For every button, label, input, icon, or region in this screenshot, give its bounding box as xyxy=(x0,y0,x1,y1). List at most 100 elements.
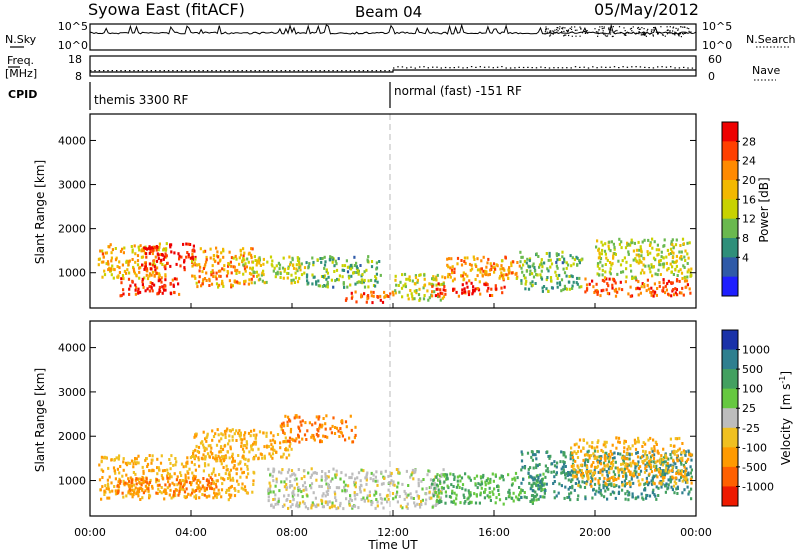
range-cell xyxy=(144,489,147,493)
range-cell xyxy=(528,259,531,263)
range-cell xyxy=(208,455,211,459)
range-cell xyxy=(659,469,662,473)
range-cell xyxy=(215,246,218,250)
range-cell xyxy=(155,245,158,248)
range-cell xyxy=(546,267,549,271)
nsearch-point xyxy=(553,31,555,33)
range-cell xyxy=(206,478,209,482)
range-cell xyxy=(143,276,146,280)
range-cell xyxy=(613,288,616,292)
nsearch-point xyxy=(557,30,559,32)
nave-point xyxy=(540,66,542,68)
range-cell xyxy=(258,261,261,265)
range-cell xyxy=(200,487,203,491)
range-cell xyxy=(612,277,615,281)
range-cell xyxy=(100,459,103,463)
range-cell xyxy=(212,470,215,474)
range-cell xyxy=(464,488,467,492)
range-cell xyxy=(688,287,691,291)
range-cell xyxy=(286,271,289,275)
range-cell xyxy=(285,486,288,490)
range-cell xyxy=(433,486,436,490)
range-cell xyxy=(205,436,208,440)
range-cell xyxy=(610,482,613,486)
range-cell xyxy=(289,484,292,488)
range-cell xyxy=(283,503,286,507)
range-cell xyxy=(576,477,579,481)
range-cell xyxy=(453,475,456,479)
range-cell xyxy=(455,497,458,501)
range-cell xyxy=(587,474,590,478)
range-cell xyxy=(132,471,135,474)
range-cell xyxy=(233,494,237,498)
range-cell xyxy=(277,502,280,506)
range-cell xyxy=(233,487,236,491)
range-cell xyxy=(231,438,234,442)
range-cell xyxy=(376,280,379,284)
range-cell xyxy=(627,250,630,254)
range-cell xyxy=(675,279,679,283)
range-cell xyxy=(667,267,670,270)
range-cell xyxy=(107,487,110,491)
range-cell xyxy=(642,497,645,501)
range-cell xyxy=(673,449,676,453)
nave-point xyxy=(592,66,594,68)
range-cell xyxy=(611,443,614,447)
range-cell xyxy=(368,494,371,498)
range-cell xyxy=(341,489,344,493)
range-cell xyxy=(217,269,221,273)
nsearch-point xyxy=(574,29,576,31)
range-cell xyxy=(670,485,673,489)
range-cell xyxy=(525,496,528,500)
range-cell xyxy=(239,253,243,257)
range-cell xyxy=(192,478,195,482)
range-cell xyxy=(289,419,292,423)
range-cell xyxy=(671,488,674,492)
nave-point xyxy=(237,70,239,72)
range-cell xyxy=(354,497,357,501)
range-cell xyxy=(255,270,258,274)
range-cell xyxy=(659,263,662,267)
range-cell xyxy=(112,466,116,470)
range-cell xyxy=(261,456,264,460)
range-cell xyxy=(135,492,138,496)
range-cell xyxy=(324,478,327,482)
range-cell xyxy=(550,286,554,290)
range-cell xyxy=(228,488,231,492)
nsearch-tick-top: 10^5 xyxy=(702,20,732,33)
nsearch-point xyxy=(641,34,643,36)
range-cell xyxy=(461,483,465,487)
range-cell xyxy=(415,291,418,295)
range-cell xyxy=(614,466,617,470)
range-cell xyxy=(278,267,281,271)
range-cell xyxy=(600,289,603,293)
range-cell xyxy=(195,434,198,438)
nsearch-point xyxy=(674,32,676,34)
range-cell xyxy=(138,276,141,280)
range-cell xyxy=(537,255,540,258)
range-cell xyxy=(361,281,364,285)
range-cell xyxy=(604,459,607,463)
range-cell xyxy=(592,285,595,289)
range-cell xyxy=(631,277,634,280)
range-cell xyxy=(336,277,339,281)
range-cell xyxy=(229,478,232,482)
nave-point xyxy=(176,70,178,72)
range-cell xyxy=(300,490,303,494)
y-tick-label: 2000 xyxy=(58,223,86,236)
range-cell xyxy=(489,268,492,272)
range-cell xyxy=(430,496,433,500)
nave-point xyxy=(172,70,174,72)
range-cell xyxy=(651,274,654,278)
nsearch-point xyxy=(603,26,605,28)
range-cell xyxy=(188,481,192,485)
range-cell xyxy=(484,283,487,287)
range-cell xyxy=(272,434,275,438)
range-cell xyxy=(168,476,171,480)
nsearch-point xyxy=(561,32,563,34)
range-cell xyxy=(662,265,665,269)
range-cell xyxy=(243,267,247,271)
range-cell xyxy=(598,477,601,481)
range-cell xyxy=(591,474,594,478)
range-cell xyxy=(187,492,190,496)
